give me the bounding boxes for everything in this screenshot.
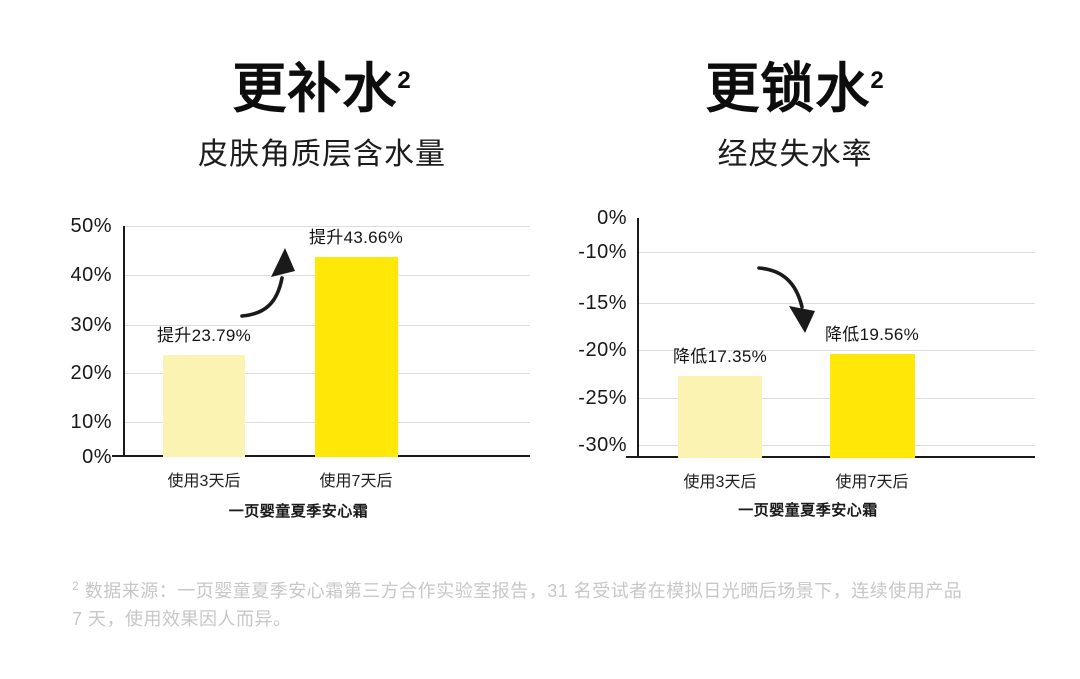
bar-day3 <box>678 375 762 458</box>
x-tick-label: 使用3天后 <box>167 473 241 490</box>
y-tick-label: -30% <box>578 434 627 456</box>
x-tick-label: 使用7天后 <box>319 473 393 490</box>
y-tick-label: 50% <box>70 215 112 237</box>
bar-value-label: 提升23.79% <box>156 325 252 345</box>
footnote-line-1: 2 数据来源：一页婴童夏季安心霜第三方合作实验室报告，31 名受试者在模拟日光晒… <box>72 579 963 601</box>
footnote-marker-sup: 2 <box>397 67 412 94</box>
footnote-marker: 2 <box>72 579 80 593</box>
curved-up-arrow-icon <box>240 248 295 318</box>
chart-subtitle: 皮肤角质层含水量 <box>198 138 446 172</box>
x-tick-label: 使用3天后 <box>683 474 757 491</box>
y-tick-label: 10% <box>70 411 112 433</box>
gridline <box>123 226 530 227</box>
gridline <box>637 303 1035 304</box>
y-tick-label: -15% <box>578 292 627 314</box>
gridline <box>637 252 1035 253</box>
y-tick-label: -25% <box>578 387 627 409</box>
y-axis-labels: 0% -10% -15% -20% -25% -30% <box>531 207 627 458</box>
y-tick-label: 0% <box>82 446 112 468</box>
y-tick-label: 40% <box>70 264 112 286</box>
bar-day7 <box>830 353 915 458</box>
bar-value-label: 降低19.56% <box>824 324 920 344</box>
y-tick-label: 20% <box>70 362 112 384</box>
footnote-marker-sup: 2 <box>870 67 885 94</box>
product-caption: 一页婴童夏季安心霜 <box>738 502 878 519</box>
bar-value-label: 提升43.66% <box>308 228 404 248</box>
chart-title-text: 更补水 <box>232 59 398 119</box>
plot-area: 降低17.35% 降低19.56% 使用3天后 使用7天后 一页婴童夏季安心霜 <box>626 218 1035 519</box>
moisture-title-block: 更锁水2 经皮失水率 <box>565 59 1025 173</box>
plot-area: 提升23.79% 提升43.66% 使用3天后 使用7天后 一页婴童夏季安心霜 <box>112 226 530 520</box>
y-axis-labels: 50% 40% 30% 20% 10% 0% <box>16 215 112 468</box>
product-caption: 一页婴童夏季安心霜 <box>228 503 369 520</box>
bar-value-label: 降低17.35% <box>672 346 768 366</box>
y-tick-label: 30% <box>70 314 112 336</box>
y-tick-label: 0% <box>597 207 627 229</box>
bar-day3 <box>163 354 245 457</box>
y-axis-line <box>637 218 639 458</box>
chart-subtitle: 经皮失水率 <box>717 138 873 172</box>
data-source-footnote: 2 数据来源：一页婴童夏季安心霜第三方合作实验室报告，31 名受试者在模拟日光晒… <box>72 572 1022 633</box>
chart-title: 更补水2 <box>92 59 552 119</box>
chart-title-text: 更锁水 <box>705 59 871 119</box>
y-axis-line <box>123 226 125 457</box>
footnote-line-2: 7 天，使用效果因人而异。 <box>72 609 292 629</box>
gridline <box>637 350 1035 351</box>
curved-down-arrow-icon <box>757 266 815 333</box>
bar-day7 <box>315 257 398 457</box>
x-tick-label: 使用7天后 <box>835 474 909 491</box>
chart-title: 更锁水2 <box>565 59 1025 119</box>
y-tick-label: -20% <box>578 339 627 361</box>
y-tick-label: -10% <box>578 241 627 263</box>
hydration-title-block: 更补水2 皮肤角质层含水量 <box>92 59 552 173</box>
